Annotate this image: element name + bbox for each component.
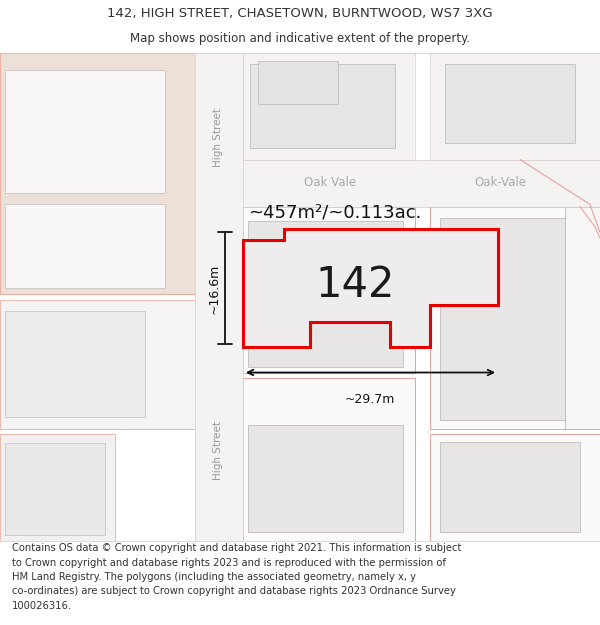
Text: ~29.7m: ~29.7m bbox=[345, 392, 395, 406]
Text: ~16.6m: ~16.6m bbox=[208, 263, 221, 314]
Bar bbox=[5, 204, 165, 289]
Text: ~457m²/~0.113ac.: ~457m²/~0.113ac. bbox=[248, 203, 421, 221]
Polygon shape bbox=[243, 229, 498, 347]
Polygon shape bbox=[0, 434, 115, 541]
Polygon shape bbox=[430, 434, 600, 541]
Text: High Street: High Street bbox=[213, 107, 223, 167]
Polygon shape bbox=[243, 207, 415, 372]
Bar bbox=[440, 442, 580, 532]
Bar bbox=[248, 425, 403, 532]
Bar bbox=[5, 311, 145, 418]
Text: Oak Vale: Oak Vale bbox=[304, 176, 356, 189]
Polygon shape bbox=[430, 53, 600, 159]
Bar bbox=[5, 443, 105, 535]
Text: Map shows position and indicative extent of the property.: Map shows position and indicative extent… bbox=[130, 32, 470, 45]
Text: 142: 142 bbox=[316, 264, 395, 306]
Polygon shape bbox=[0, 53, 195, 294]
Bar bbox=[440, 218, 580, 419]
Bar bbox=[250, 64, 395, 148]
Text: 142, HIGH STREET, CHASETOWN, BURNTWOOD, WS7 3XG: 142, HIGH STREET, CHASETOWN, BURNTWOOD, … bbox=[107, 7, 493, 20]
Bar bbox=[258, 61, 338, 104]
Polygon shape bbox=[243, 53, 415, 159]
Polygon shape bbox=[243, 378, 415, 541]
Polygon shape bbox=[565, 207, 600, 429]
Bar bbox=[445, 64, 575, 142]
Text: High Street: High Street bbox=[213, 421, 223, 481]
Text: Contains OS data © Crown copyright and database right 2021. This information is : Contains OS data © Crown copyright and d… bbox=[12, 543, 461, 611]
Bar bbox=[243, 159, 600, 207]
Text: Oak-Vale: Oak-Vale bbox=[474, 176, 526, 189]
Bar bbox=[248, 221, 403, 367]
Polygon shape bbox=[0, 299, 195, 429]
Bar bbox=[195, 53, 243, 541]
Polygon shape bbox=[430, 207, 600, 429]
Bar bbox=[5, 70, 165, 193]
